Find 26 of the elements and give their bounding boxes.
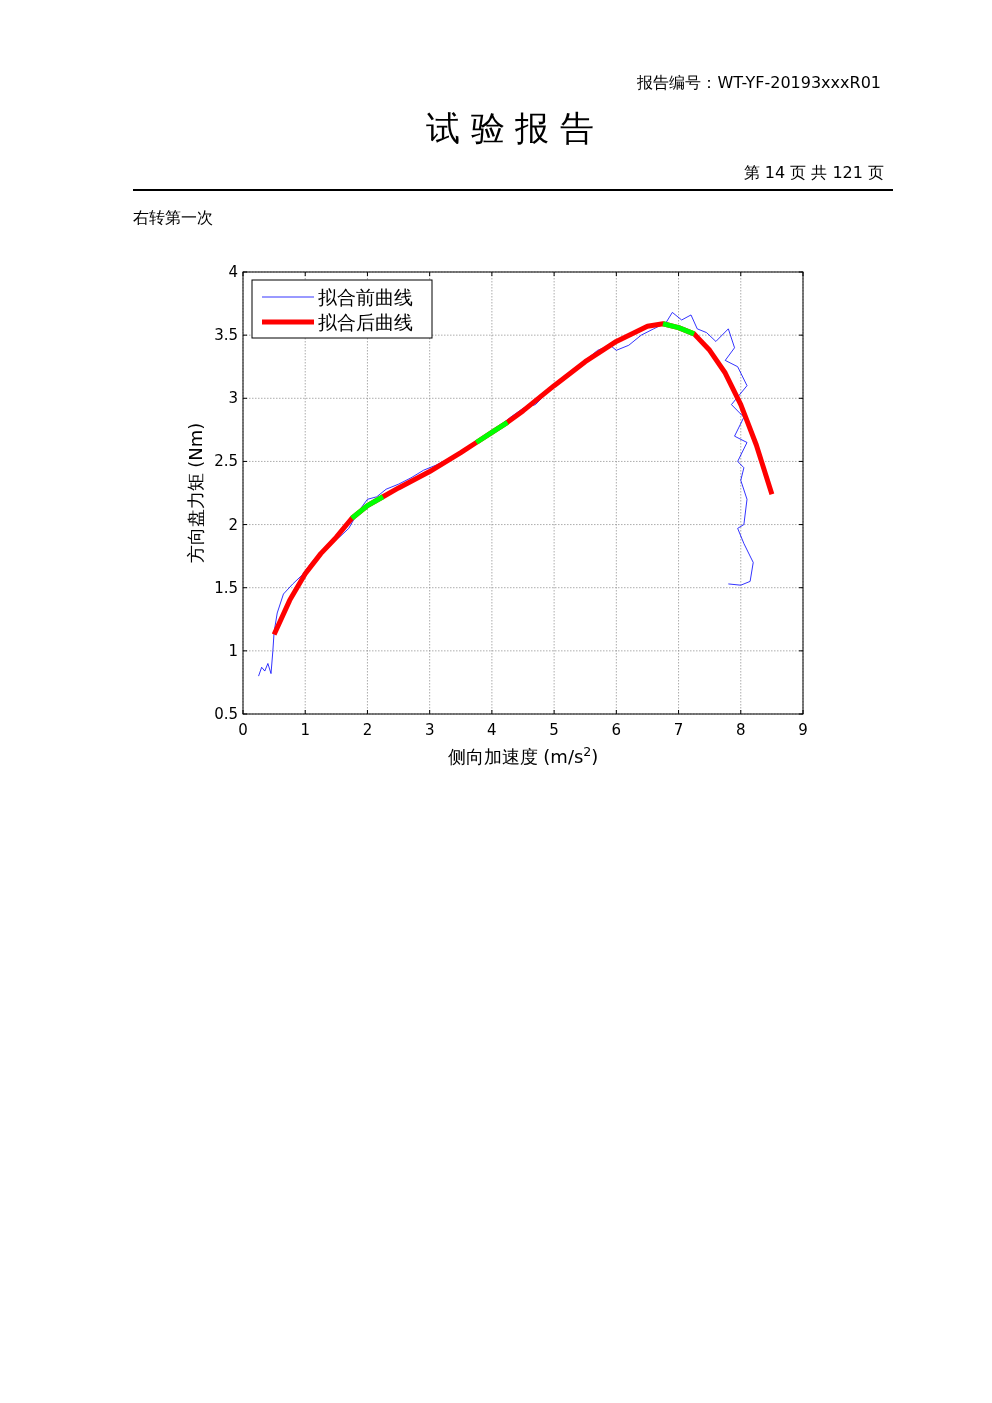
chart-title: 试 验 报 告 [425, 108, 595, 148]
x-axis-title: 侧向加速度 (m/s$^{2}$) [447, 743, 599, 767]
y-tick-label: 2.5 [214, 452, 238, 471]
y-tick-label: 1 [228, 641, 238, 660]
text: 右转第一次 [133, 208, 213, 227]
y-tick-label: 2 [228, 515, 238, 534]
x-tick-label: 0 [238, 721, 248, 739]
x-tick-label: 1 [300, 721, 310, 739]
y-tick-label: 3 [228, 389, 238, 408]
x-tick-label: 6 [611, 721, 622, 739]
y-tick-label: 1.5 [214, 578, 238, 597]
x-tick-label: 4 [487, 721, 497, 739]
x-tick-label: 2 [362, 721, 373, 739]
legend-label: 拟合前曲线 [318, 286, 413, 308]
text: 第 14 页 共 121 页 [743, 163, 884, 182]
y-tick-label: 0.5 [214, 705, 238, 723]
x-tick-label: 3 [424, 721, 435, 739]
y-axis-title: 方向盘力矩 (Nm) [185, 422, 206, 564]
text: 报告编号：WT-YF-20193xxxR01 [636, 73, 881, 92]
x-tick-label: 9 [798, 721, 808, 739]
x-tick-label: 8 [736, 721, 746, 739]
y-tick-label: 4 [228, 263, 238, 281]
y-tick-label: 3.5 [214, 326, 238, 345]
x-tick-label: 7 [673, 721, 684, 739]
x-tick-label: 5 [549, 721, 559, 739]
legend-label: 拟合后曲线 [318, 311, 413, 333]
